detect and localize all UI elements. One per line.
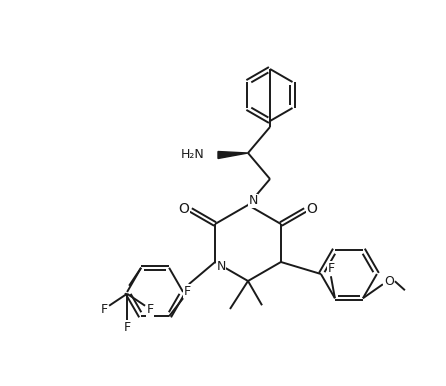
Text: F: F <box>327 262 334 275</box>
Text: F: F <box>124 321 131 334</box>
Text: O: O <box>178 202 189 216</box>
Text: O: O <box>384 275 394 288</box>
Text: F: F <box>183 285 190 298</box>
Text: O: O <box>307 202 318 216</box>
Text: F: F <box>147 303 154 316</box>
Text: N: N <box>248 195 258 208</box>
Polygon shape <box>218 151 248 159</box>
Text: F: F <box>100 303 107 316</box>
Text: H₂N: H₂N <box>180 149 204 161</box>
Text: N: N <box>216 259 226 273</box>
